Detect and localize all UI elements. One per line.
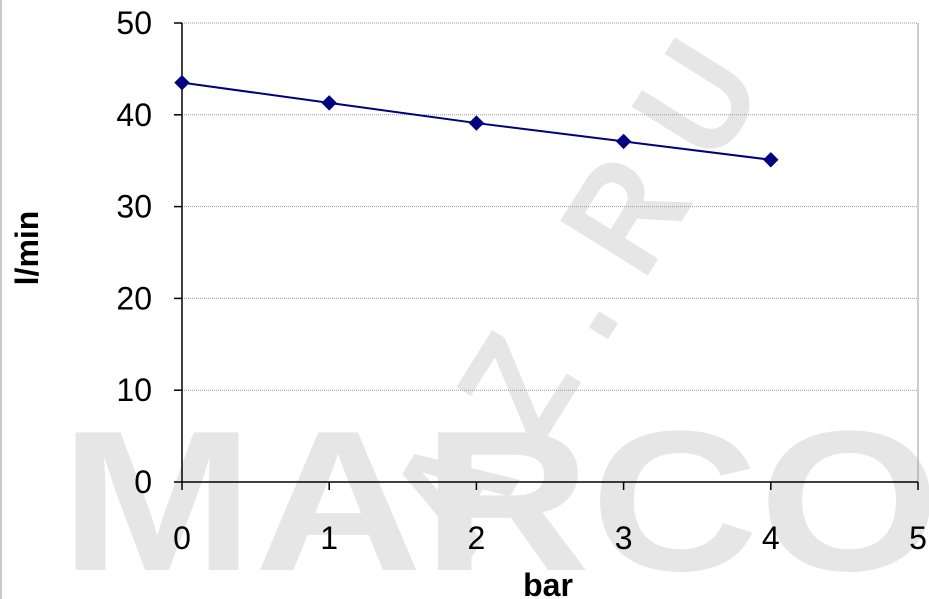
y-tick-label-30: 30 <box>116 189 152 225</box>
watermark-text: MARCO <box>60 390 929 599</box>
x-tick-label-1: 1 <box>320 520 338 556</box>
x-axis-title: bar <box>523 567 573 599</box>
y-tick-label-20: 20 <box>116 280 152 316</box>
x-tick-label-3: 3 <box>615 520 633 556</box>
x-tick-label-0: 0 <box>173 520 191 556</box>
x-tick-label-4: 4 <box>762 520 780 556</box>
tick-labels: 0 10 20 30 40 50 0 1 2 3 4 5 <box>116 5 926 556</box>
y-tick-label-0: 0 <box>134 464 152 500</box>
x-tick-label-5: 5 <box>909 520 927 556</box>
series-group <box>174 74 779 168</box>
series-0-point-4 <box>763 152 779 168</box>
series-0-point-1 <box>321 95 337 111</box>
y-axis-title: l/min <box>9 211 45 286</box>
frame-left-border <box>0 0 2 599</box>
y-tick-label-50: 50 <box>116 5 152 41</box>
series-0-point-2 <box>468 115 485 131</box>
y-tick-label-40: 40 <box>116 97 152 133</box>
x-tick-label-2: 2 <box>468 520 486 556</box>
series-0-point-3 <box>615 133 632 150</box>
y-tick-label-10: 10 <box>116 372 152 408</box>
axes <box>174 22 919 490</box>
series-0-point-0 <box>174 74 190 91</box>
gridlines <box>182 22 919 482</box>
